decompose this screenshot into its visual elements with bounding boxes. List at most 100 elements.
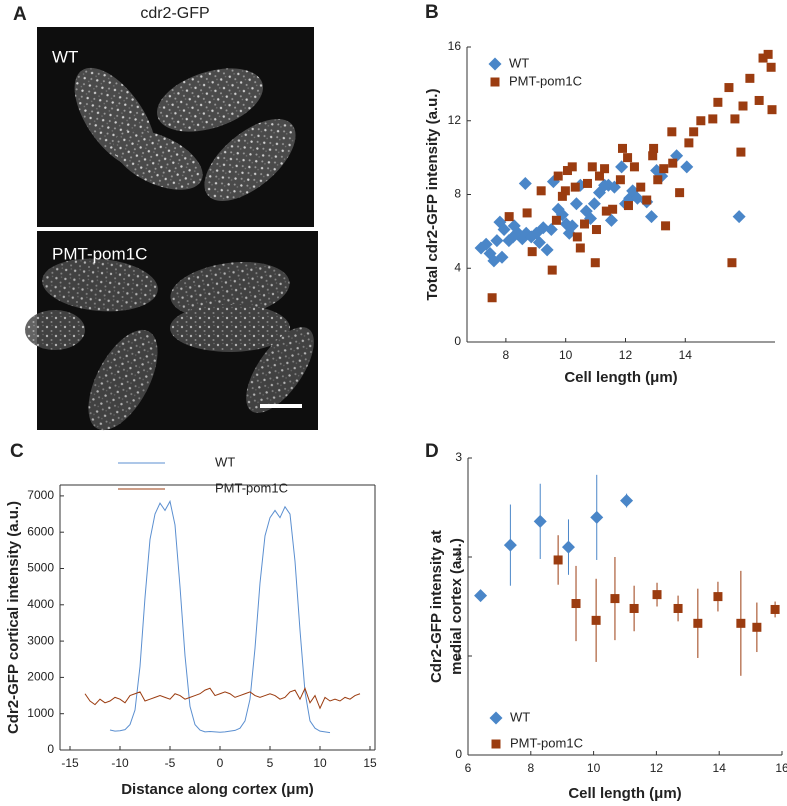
y-tick-label: 12 [448,113,462,127]
point [617,143,627,153]
point [684,138,694,148]
point [604,213,618,227]
point [653,175,663,185]
y-tick-label: 4000 [27,597,54,611]
point [642,195,652,205]
point [652,590,662,600]
point [620,494,634,508]
x-tick-label: 6 [465,761,472,775]
point [569,197,583,211]
x-axis-label: Cell length (μm) [564,369,677,386]
y-tick-label: 1000 [27,706,54,720]
point [575,243,585,253]
x-tick-label: -15 [61,756,79,770]
point [544,223,558,237]
point [487,293,497,303]
legend-label: WT [510,709,530,724]
legend-label: WT [509,55,529,70]
image-label: WT [52,47,78,66]
y-tick-label: 0 [455,747,462,761]
y-tick-label: 6000 [27,524,54,538]
point [675,188,685,198]
point [708,114,718,124]
point [522,208,532,218]
legend-swatch [488,57,502,71]
point [752,622,762,632]
point [629,603,639,613]
point [600,164,610,174]
point [689,127,699,137]
point [659,164,669,174]
point [724,83,734,93]
x-tick-label: -10 [111,756,129,770]
y-tick-label: 16 [448,39,462,53]
point [547,265,557,275]
point [623,201,633,211]
legend-label: PMT-pom1C [510,735,583,750]
point [557,191,567,201]
x-tick-label: 16 [775,761,787,775]
point [693,618,703,628]
image-title: cdr2-GFP [140,5,209,22]
y-axis-label: Cdr2-GFP cortical intensity (a.u.) [5,501,22,734]
legend-swatch [490,77,500,87]
point [503,538,517,552]
point [738,101,748,111]
point [536,186,546,196]
y-tick-label: 7000 [27,488,54,502]
point [661,221,671,231]
panel-label: B [425,2,439,23]
y-axis-label: Cdr2-GFP intensity at [428,530,445,683]
point [571,599,581,609]
micrograph-pmt [25,231,318,431]
point [540,243,554,257]
point [518,176,532,190]
x-tick-label: 14 [713,761,727,775]
x-tick-label: 12 [619,348,633,362]
x-tick-label: 0 [217,756,224,770]
point [533,514,547,528]
point [668,158,678,168]
point [590,510,604,524]
point [567,162,577,172]
point [551,215,561,225]
point [561,540,575,554]
x-tick-label: 14 [679,348,693,362]
x-tick-label: 5 [267,756,274,770]
legend-label: WT [215,454,235,469]
y-axis-label: Total cdr2-GFP intensity (a.u.) [424,89,441,301]
point [713,97,723,107]
panel-label: A [13,4,27,25]
point [636,182,646,192]
y-tick-label: 2000 [27,670,54,684]
point [615,175,625,185]
point [623,153,633,163]
point [497,223,511,237]
point [553,171,563,181]
point [767,105,777,115]
y-tick-label: 0 [47,742,54,756]
panel-label: C [10,441,24,462]
point [527,247,537,257]
point [615,160,629,174]
point [629,162,639,172]
point [587,162,597,172]
point [490,234,504,248]
point [560,186,570,196]
x-axis-label: Cell length (μm) [568,785,681,802]
point [583,178,593,188]
point [570,182,580,192]
point [562,166,572,176]
point [591,225,601,235]
line [84,686,361,710]
point [649,143,659,153]
line [109,499,331,734]
point [479,237,493,251]
point [680,160,694,174]
x-tick-label: 10 [313,756,327,770]
y-tick-label: 0 [454,334,461,348]
image-label: PMT-pom1C [52,244,147,263]
y-tick-label: 5000 [27,561,54,575]
point [763,49,773,59]
